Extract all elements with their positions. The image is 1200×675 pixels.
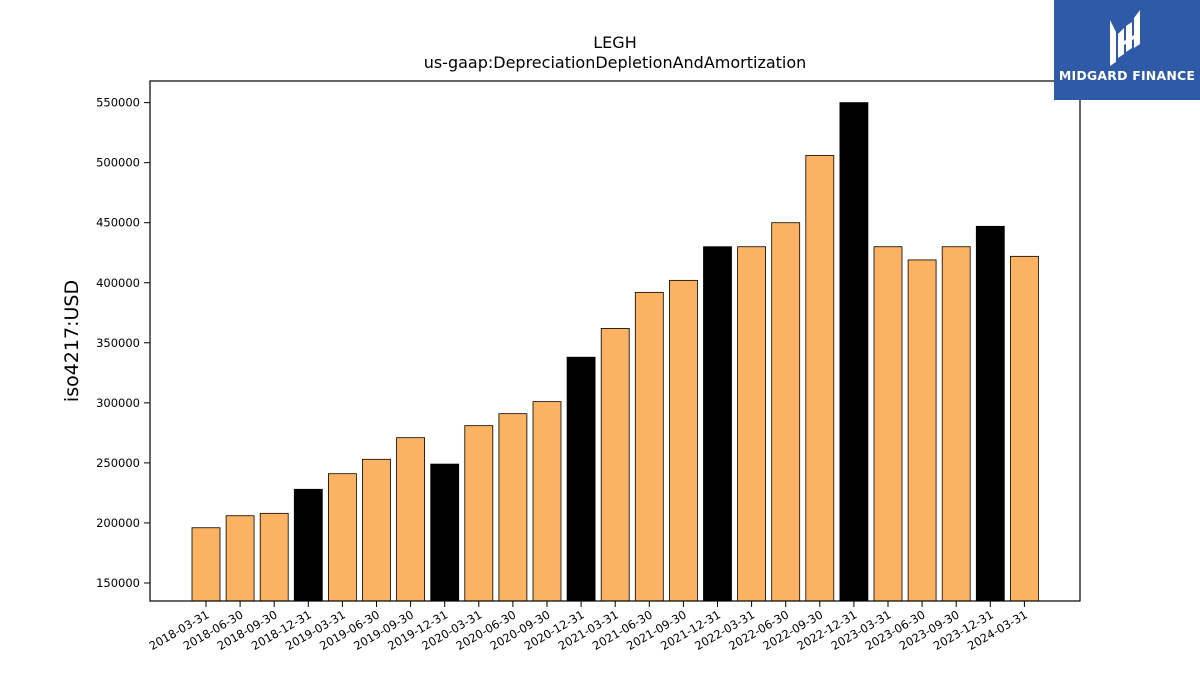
midgard-logo-icon (1110, 10, 1140, 66)
plot-frame (149, 80, 1081, 602)
y-tick-label: 200000 (96, 516, 140, 530)
y-tick-label: 300000 (96, 396, 140, 410)
y-tick-label: 250000 (96, 456, 140, 470)
bar (737, 246, 766, 602)
bar (669, 279, 698, 602)
bar (532, 401, 562, 602)
bar (293, 488, 323, 602)
y-tick-label: 450000 (96, 216, 140, 230)
bar (771, 222, 801, 602)
bar (941, 246, 971, 602)
bar (805, 155, 835, 602)
bar (191, 527, 221, 602)
bar (259, 512, 289, 602)
bar (498, 413, 528, 602)
bar (327, 473, 357, 602)
y-axis-label: iso4217:USD (61, 280, 83, 402)
bar (703, 246, 732, 602)
bars (191, 102, 1039, 602)
bar (907, 259, 937, 602)
bar (1010, 255, 1039, 602)
bar (975, 225, 1005, 602)
bar (396, 437, 426, 602)
brand-logo: MIDGARD FINANCE (1054, 0, 1200, 100)
chart-subtitle: us-gaap:DepreciationDepletionAndAmortiza… (424, 53, 807, 72)
y-tick-label: 150000 (96, 576, 140, 590)
y-tick-label: 550000 (96, 96, 140, 110)
y-tick-label: 400000 (96, 276, 140, 290)
x-axis: 2018-03-312018-06-302018-09-302018-12-31… (147, 601, 1030, 653)
y-tick-label: 500000 (96, 156, 140, 170)
bar (362, 458, 391, 602)
y-tick-label: 350000 (96, 336, 140, 350)
brand-name: MIDGARD FINANCE (1058, 68, 1196, 83)
bar (430, 463, 460, 602)
bar (464, 425, 494, 602)
bar (873, 246, 903, 602)
bar (839, 102, 869, 602)
bar (225, 515, 255, 602)
y-axis: 150000 200000 250000 300000 350000 400000 4500… (96, 96, 150, 590)
bar (566, 356, 596, 602)
bar (634, 291, 664, 602)
chart-title: LEGH (593, 33, 636, 52)
bar (600, 327, 630, 602)
